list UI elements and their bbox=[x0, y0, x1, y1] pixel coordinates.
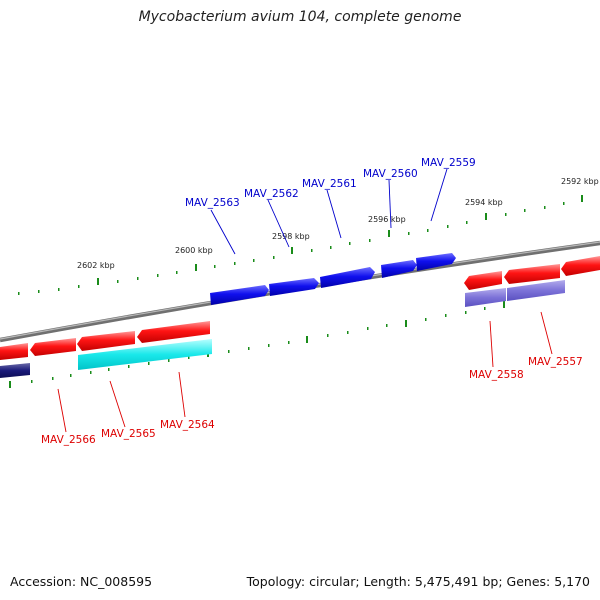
kbp-label: 2600 kbp bbox=[175, 246, 213, 255]
leader-line bbox=[326, 189, 342, 239]
gene-arrow[interactable] bbox=[416, 253, 456, 271]
gene-label[interactable]: MAV_2562 bbox=[244, 188, 299, 200]
gene-arrow[interactable] bbox=[77, 331, 135, 351]
gene-arrow[interactable] bbox=[320, 267, 375, 288]
gene-arrow[interactable] bbox=[269, 278, 319, 296]
genome-title: Mycobacterium avium 104, complete genome bbox=[138, 9, 462, 25]
cds-bar[interactable] bbox=[507, 280, 565, 301]
gene-arrow[interactable] bbox=[381, 260, 417, 278]
gene-label[interactable]: MAV_2560 bbox=[363, 168, 418, 180]
leader-line bbox=[210, 209, 236, 255]
leader-line bbox=[109, 380, 126, 428]
leader-line bbox=[540, 311, 553, 355]
leader-line bbox=[267, 199, 290, 248]
leader-line bbox=[489, 320, 494, 368]
gene-label[interactable]: MAV_2559 bbox=[421, 157, 476, 169]
leader-line bbox=[178, 371, 186, 418]
feature-track bbox=[0, 280, 565, 378]
gene-arrow[interactable] bbox=[561, 256, 600, 276]
forward-gene-label-text: MAV_2563 MAV_2562 MAV_2561 MAV_2560 MAV_… bbox=[185, 157, 476, 209]
gene-label[interactable]: MAV_2565 bbox=[101, 428, 156, 440]
outer-tick-track bbox=[18, 195, 583, 295]
reverse-gene-track bbox=[0, 256, 600, 360]
leader-line bbox=[388, 179, 392, 229]
leader-line bbox=[57, 388, 67, 433]
leader-line bbox=[430, 168, 448, 222]
gene-label[interactable]: MAV_2563 bbox=[185, 197, 240, 209]
gene-label[interactable]: MAV_2564 bbox=[160, 419, 215, 431]
gene-label[interactable]: MAV_2561 bbox=[302, 178, 357, 190]
accession-text: Accession: NC_008595 bbox=[10, 574, 153, 589]
gene-arrow[interactable] bbox=[0, 343, 28, 360]
gene-label[interactable]: MAV_2557 bbox=[528, 356, 583, 368]
gene-arrow[interactable] bbox=[30, 338, 76, 356]
gene-arrow[interactable] bbox=[210, 285, 269, 305]
cds-bar[interactable] bbox=[0, 363, 30, 378]
reverse-gene-label-text: MAV_2566 MAV_2565 MAV_2564 MAV_2558 MAV_… bbox=[41, 356, 583, 446]
gene-arrow[interactable] bbox=[137, 321, 210, 343]
cds-bar[interactable] bbox=[78, 339, 212, 370]
gene-arrow[interactable] bbox=[464, 271, 502, 290]
cds-bar[interactable] bbox=[465, 288, 506, 307]
kbp-label: 2602 kbp bbox=[77, 261, 115, 270]
reverse-gene-labels bbox=[57, 311, 553, 433]
gene-arrow[interactable] bbox=[504, 264, 560, 284]
forward-gene-labels bbox=[210, 168, 448, 255]
kbp-label: 2596 kbp bbox=[368, 215, 406, 224]
forward-gene-track bbox=[210, 253, 456, 305]
genome-stats-text: Topology: circular; Length: 5,475,491 bp… bbox=[246, 574, 590, 589]
kbp-label: 2598 kbp bbox=[272, 232, 310, 241]
kbp-scale: 2602 kbp 2600 kbp 2598 kbp 2596 kbp 2594… bbox=[77, 177, 599, 270]
gene-label[interactable]: MAV_2558 bbox=[469, 369, 524, 381]
kbp-label: 2594 kbp bbox=[465, 198, 503, 207]
gene-label[interactable]: MAV_2566 bbox=[41, 434, 96, 446]
kbp-label: 2592 kbp bbox=[561, 177, 599, 186]
